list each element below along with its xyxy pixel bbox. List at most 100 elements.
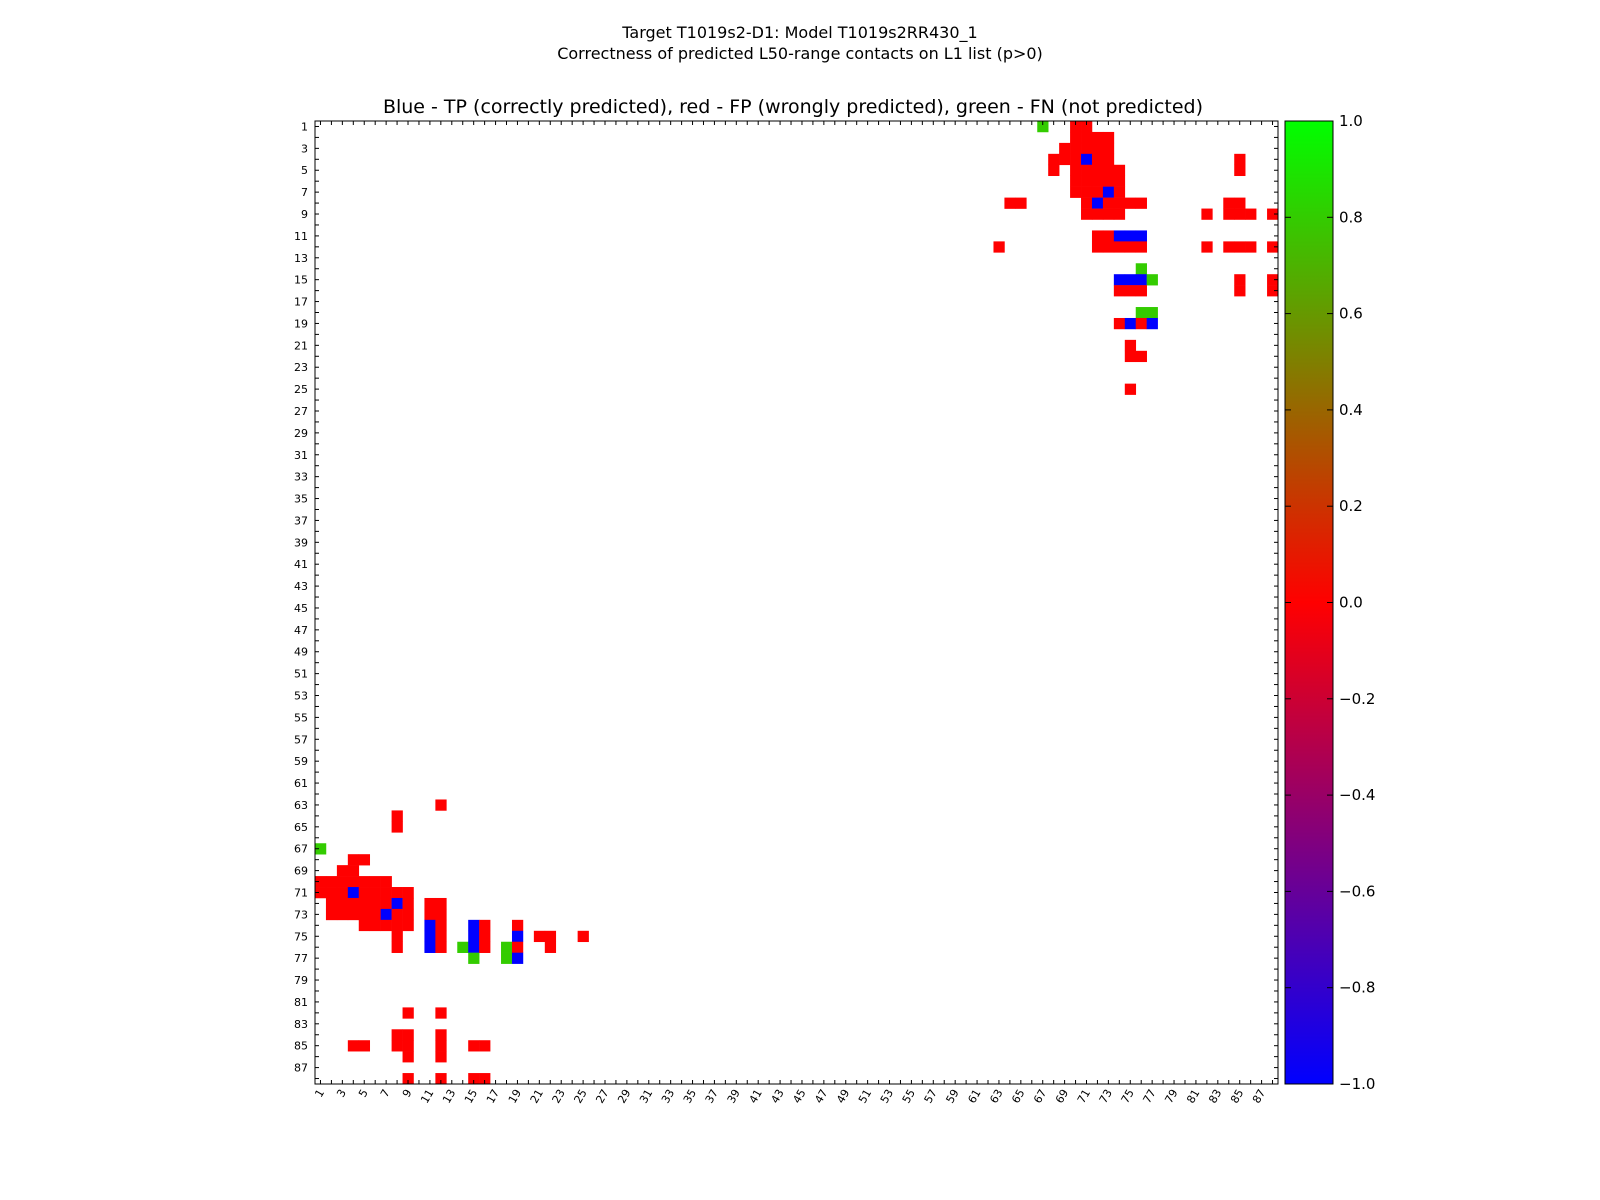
x-tick-label: 85: [1228, 1087, 1246, 1106]
contact-cell-fp-mirror: [435, 1029, 447, 1041]
contact-cell-fn-mirror: [501, 952, 513, 964]
colorbar-tick-label: −0.2: [1339, 690, 1375, 708]
contact-cell-fp-mirror: [511, 941, 524, 953]
contact-cell-fp-mirror: [511, 919, 524, 932]
contact-cell-fp: [1201, 208, 1213, 220]
contact-cell-fp-mirror: [479, 941, 491, 953]
contact-cell-fp-mirror: [336, 865, 349, 877]
contact-cell-tp: [1102, 186, 1115, 198]
contact-cell-fp-mirror: [435, 1007, 447, 1019]
contact-cell-fp: [1234, 274, 1246, 286]
y-tick-label: 9: [301, 208, 308, 221]
contact-cell-fp-mirror: [468, 1073, 480, 1085]
contact-cell-fp-mirror: [391, 821, 403, 833]
y-tick-label: 69: [294, 865, 308, 878]
y-tick-label: 7: [301, 186, 308, 199]
contact-cell-fp-mirror: [347, 1040, 360, 1052]
contact-cell-fp: [1091, 131, 1104, 144]
y-tick-label: 15: [294, 274, 308, 287]
contact-cell-tp-mirror: [424, 919, 436, 932]
contact-cell-fp: [1124, 383, 1137, 395]
x-tick-label: 75: [1119, 1087, 1137, 1106]
contact-cell-fp-mirror: [479, 919, 491, 932]
contact-cell-fp-mirror: [435, 1073, 447, 1085]
contact-cell-fp-mirror: [369, 887, 381, 899]
contact-cell-fp-mirror: [402, 1040, 414, 1052]
contact-cell-fp: [1135, 317, 1147, 330]
colorbar: [1284, 120, 1334, 1085]
contact-cell-fp: [1135, 197, 1147, 209]
x-tick-label: 37: [703, 1087, 721, 1106]
x-tick-label: 77: [1140, 1087, 1158, 1106]
y-tick-label: 77: [294, 952, 308, 965]
y-tick-label: 65: [294, 821, 308, 834]
contact-cell-fn: [1146, 274, 1158, 286]
x-tick-label: 29: [615, 1087, 633, 1106]
contact-cell-fp: [1091, 164, 1104, 177]
y-tick-label: 59: [294, 755, 308, 768]
y-tick-label: 19: [294, 317, 308, 330]
contact-cell-tp-mirror: [347, 887, 360, 899]
x-tick-label: 61: [965, 1087, 983, 1106]
contact-cell-fp: [1245, 208, 1257, 220]
contact-cell-fp: [1234, 197, 1246, 209]
contact-cell-fp-mirror: [325, 876, 338, 888]
x-tick-label: 51: [856, 1087, 874, 1106]
contact-cell-fp-mirror: [391, 908, 403, 921]
contact-cell-fp: [1081, 186, 1093, 198]
y-tick-label: 67: [294, 843, 308, 856]
contact-cell-tp-mirror: [468, 919, 480, 932]
contact-cell-fp: [1048, 153, 1060, 166]
x-tick-label: 47: [812, 1087, 830, 1106]
contact-cell-fp: [1267, 241, 1279, 253]
x-tick-label: 83: [1206, 1087, 1224, 1106]
colorbar-tick-label: 0.4: [1339, 401, 1363, 419]
y-tick-label: 85: [294, 1040, 308, 1053]
contact-cell-fp: [1135, 285, 1147, 297]
contact-cell-fp-mirror: [347, 908, 360, 921]
contact-cell-tp: [1091, 197, 1104, 209]
x-tick-label: 63: [987, 1087, 1005, 1106]
contact-cell-fp-mirror: [380, 887, 392, 899]
contact-cell-fp: [1234, 241, 1246, 253]
contact-cell-fp: [1081, 121, 1093, 133]
contact-cell-fp: [1124, 285, 1137, 297]
contact-cell-tp: [1124, 317, 1137, 330]
contact-cell-fp: [1124, 350, 1137, 363]
colorbar-tick-label: 0.2: [1339, 497, 1363, 515]
y-tick-label: 1: [301, 120, 308, 133]
contact-cell-fp-mirror: [358, 876, 371, 888]
contact-cell-fp-mirror: [336, 887, 349, 899]
contact-cell-fp: [1267, 285, 1279, 297]
contact-cell-fp: [1091, 230, 1104, 242]
x-tick-label: 11: [418, 1087, 436, 1106]
colorbar-tick-label: −0.6: [1339, 882, 1375, 900]
contact-cell-fp: [1135, 350, 1147, 363]
x-tick-label: 15: [462, 1087, 480, 1106]
contact-cell-fp-mirror: [424, 897, 436, 910]
contact-cell-fp: [1081, 208, 1093, 220]
contact-cell-fp-mirror: [315, 887, 327, 899]
x-tick-label: 49: [834, 1087, 852, 1106]
contact-cell-fp-mirror: [435, 919, 447, 932]
contact-cell-fp: [1113, 164, 1126, 177]
contact-cell-fp: [1113, 186, 1126, 198]
x-tick-label: 5: [356, 1087, 371, 1100]
contact-cell-fp: [1059, 142, 1071, 155]
contact-cell-fn: [1037, 121, 1049, 133]
contact-cell-fn: [1135, 307, 1147, 319]
y-tick-label: 49: [294, 646, 308, 659]
contact-cell-fp-mirror: [468, 1040, 480, 1052]
x-tick-label: 69: [1053, 1087, 1071, 1106]
contact-cell-fn-mirror: [501, 941, 513, 953]
contact-cell-fp-mirror: [435, 1051, 447, 1063]
contact-cell-fp: [1091, 186, 1104, 198]
contact-cell-fn-mirror: [468, 952, 480, 964]
y-tick-label: 71: [294, 886, 308, 899]
y-tick-label: 75: [294, 930, 308, 943]
x-tick-label: 81: [1184, 1087, 1202, 1106]
x-tick-label: 33: [659, 1087, 677, 1106]
y-tick-label: 83: [294, 1018, 308, 1031]
contact-cell-fp-mirror: [391, 1029, 403, 1041]
